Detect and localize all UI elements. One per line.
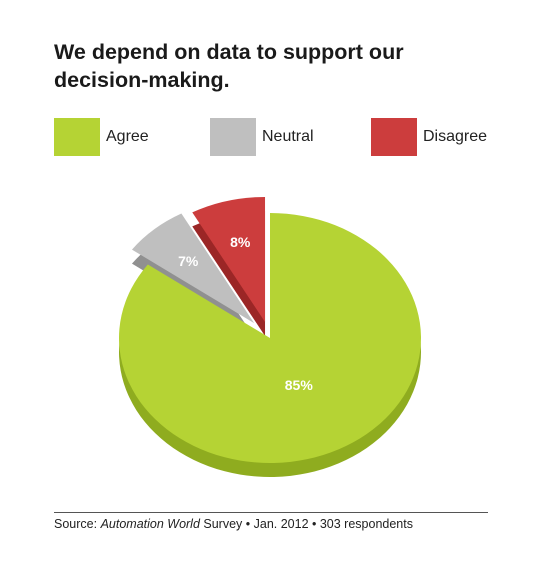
pie-slices [119, 196, 422, 463]
source-divider [54, 512, 488, 513]
pie-chart: 85% 7% 8% [119, 196, 422, 477]
source-prefix: Source: [54, 517, 101, 531]
pie-label-neutral: 7% [178, 253, 199, 269]
legend: Agree Neutral Disagree [0, 118, 540, 158]
pie-labels: 85% 7% 8% [178, 234, 313, 393]
source-publication: Automation World [100, 517, 200, 531]
legend-label-agree: Agree [106, 128, 149, 145]
pie-slice-neutral [131, 213, 255, 324]
pie-label-agree: 85% [285, 377, 314, 393]
legend-label-neutral: Neutral [262, 128, 314, 145]
chart-title: We depend on data to support our decisio… [54, 40, 404, 92]
legend-swatch-disagree [371, 118, 417, 156]
pie-slice-agree [119, 213, 422, 463]
source-note: Source: Automation World Survey • Jan. 2… [54, 517, 494, 531]
legend-label-disagree: Disagree [423, 128, 488, 145]
legend-swatch-neutral [210, 118, 256, 156]
pie-slice-disagree [192, 196, 266, 322]
legend-swatch-agree [54, 118, 100, 156]
pie-label-disagree: 8% [230, 234, 251, 250]
source-details: Survey • Jan. 2012 • 303 respondents [199, 517, 413, 531]
